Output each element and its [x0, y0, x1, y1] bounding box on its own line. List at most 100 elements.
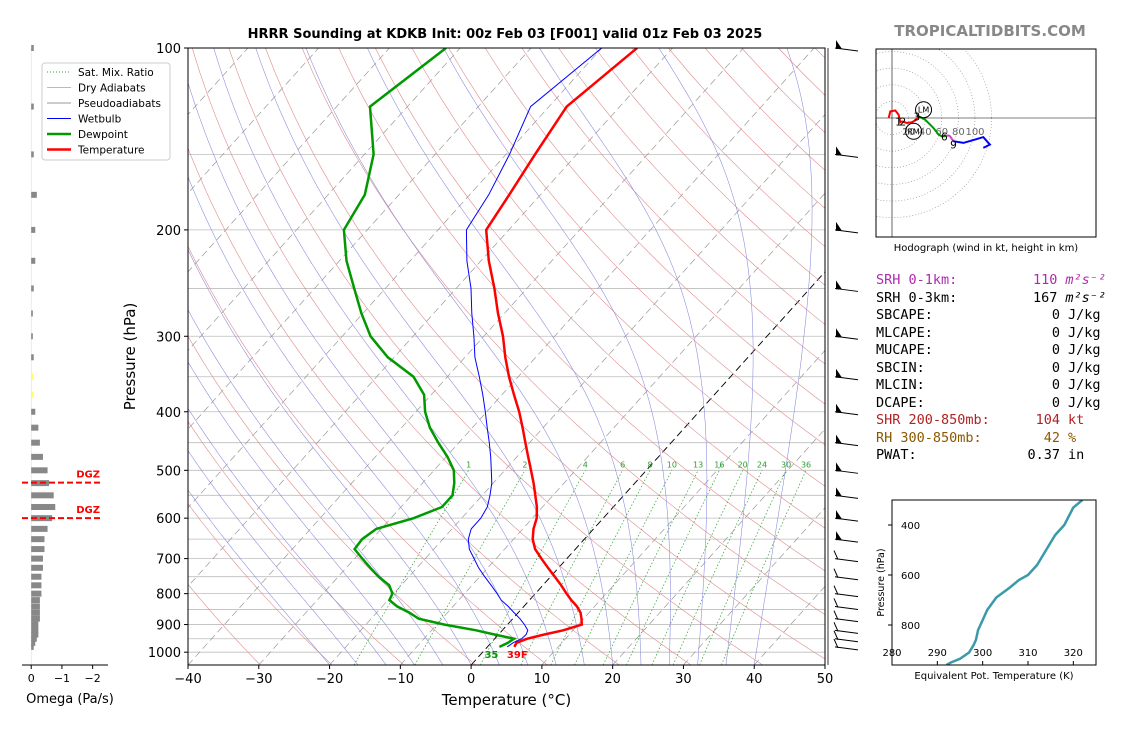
mixing-ratio-label: 13 [693, 460, 703, 469]
wind-barb-flag [836, 221, 842, 231]
dry-adiabat [188, 420, 405, 665]
stat-unit: J/kg [1068, 394, 1101, 411]
omega-bar [31, 151, 34, 158]
pseudoadiabat [213, 48, 557, 665]
mixing-ratio-label: 30 [781, 460, 791, 469]
mixing-ratio-label: 2 [522, 460, 527, 469]
stat-unit: J/kg [1068, 324, 1101, 341]
y-tick-label: 900 [156, 619, 181, 634]
dewpoint-profile [342, 48, 517, 649]
temperature-profile [484, 48, 638, 648]
pseudoadiabat [443, 48, 671, 665]
pseudoadiabat [255, 48, 585, 665]
isotherm-line [329, 113, 825, 665]
stat-label: MLCIN: [876, 377, 925, 393]
y-tick-label: 600 [156, 512, 181, 527]
pseudoadiabat [367, 48, 642, 665]
stat-row: SRH 0-1km: 110 m²s⁻² [876, 272, 1106, 290]
pseudoadiabat [539, 48, 708, 665]
omega-bar [31, 546, 45, 553]
stat-row: SRH 0-3km: 167 m²s⁻² [876, 290, 1106, 308]
omega-tick-label: −2 [85, 672, 101, 685]
theta-e-y-tick-label: 600 [901, 571, 920, 582]
stat-label: SRH 0-3km: [876, 289, 958, 306]
x-tick-label: 50 [817, 672, 834, 687]
surface-dewpoint-label: 35 [484, 650, 498, 661]
wind-barb [834, 593, 859, 598]
wind-barb-flag [836, 403, 842, 413]
mixing-ratio-label: 8 [648, 460, 653, 469]
x-tick-label: 0 [467, 672, 475, 687]
dry-adiabat [521, 48, 825, 365]
stat-label: SBCAPE: [876, 307, 933, 323]
y-axis-label: Pressure (hPa) [121, 303, 139, 411]
dry-adiabat [265, 48, 825, 660]
wind-barb-feather [833, 630, 839, 640]
omega-bar [31, 467, 48, 474]
omega-axis-label: Omega (Pa/s) [26, 692, 114, 707]
legend: Sat. Mix. Ratio Dry Adiabats Pseudoadiabat… [41, 62, 171, 161]
stats-panel: SRH 0-1km: 110 m²s⁻² SRH 0-3km: 167 m²s⁻² SBCA… [876, 272, 1106, 465]
stat-unit: m²s⁻² [1065, 289, 1106, 306]
theta-e-y-tick-label: 800 [901, 621, 920, 632]
hodograph-frame [875, 48, 1097, 238]
omega-bar [31, 590, 42, 597]
pseudoadiabat [658, 48, 754, 665]
y-tick-label: 1000 [148, 646, 181, 661]
y-tick-label: 100 [156, 42, 181, 57]
mixing-ratio-label: 24 [757, 460, 767, 469]
stat-value: 0 [1051, 394, 1060, 411]
wind-barb-feather [833, 622, 839, 632]
theta-e-frame [891, 499, 1097, 666]
storm-motion-label: LM [918, 106, 929, 115]
wind-barb-feather [833, 550, 839, 560]
stat-row: RH 300-850mb: 42% [876, 430, 1106, 448]
stat-value: 104 [1035, 412, 1060, 428]
isotherm-line [0, 48, 36, 665]
omega-bar [31, 573, 42, 580]
stat-unit: J/kg [1068, 307, 1101, 323]
pseudoadiabat [188, 450, 359, 665]
dry-adiabat [375, 48, 825, 529]
theta-e-x-tick-label: 290 [928, 648, 947, 659]
wind-barb-flag [836, 40, 842, 49]
theta-e-x-tick-label: 280 [882, 648, 901, 659]
omega-bar [31, 103, 34, 110]
theta-e-x-tick-label: 320 [1064, 648, 1083, 659]
pseudoadiabat [188, 249, 472, 665]
x-tick-label: −40 [174, 672, 201, 687]
stat-row: PWAT: 0.37 in [876, 447, 1106, 465]
stat-label: SRH 0-1km: [876, 272, 958, 288]
hodograph-ring-label: 40 [919, 127, 932, 138]
omega-bar [31, 391, 34, 398]
dry-adiabat [188, 147, 620, 665]
stat-value: 0 [1051, 324, 1060, 341]
mixing-ratio-label: 1 [466, 460, 471, 469]
hodograph-height-label: 9 [950, 140, 957, 152]
dgz-label: DGZ [76, 505, 100, 516]
isotherm-line [400, 192, 825, 665]
mixing-ratio-line [353, 470, 470, 665]
omega-bar [31, 373, 34, 380]
x-tick-label: 30 [675, 672, 692, 687]
hodograph-segment [901, 115, 920, 125]
wind-barb-feather [833, 638, 839, 649]
x-axis-label: Temperature (°C) [441, 691, 571, 709]
omega-bar [31, 627, 39, 634]
omega-bar [31, 257, 36, 264]
watermark: TROPICALTIDBITS.COM [894, 22, 1086, 40]
x-tick-label: −10 [387, 672, 414, 687]
theta-e-x-tick-label: 300 [973, 648, 992, 659]
omega-bar [31, 564, 43, 571]
omega-bar [31, 635, 37, 642]
wind-barb-flag [836, 531, 842, 541]
y-tick-label: 300 [156, 330, 181, 345]
theta-e-x-label: Equivalent Pot. Temperature (K) [914, 671, 1073, 682]
omega-tick-label: 0 [28, 672, 35, 685]
stat-unit: % [1068, 429, 1077, 446]
mixing-ratio-label: 4 [583, 460, 588, 469]
stat-label: SHR 200-850mb: [876, 412, 990, 428]
omega-bar [31, 408, 36, 415]
omega-bar [31, 45, 34, 51]
stat-value: 0.37 [1027, 447, 1060, 463]
